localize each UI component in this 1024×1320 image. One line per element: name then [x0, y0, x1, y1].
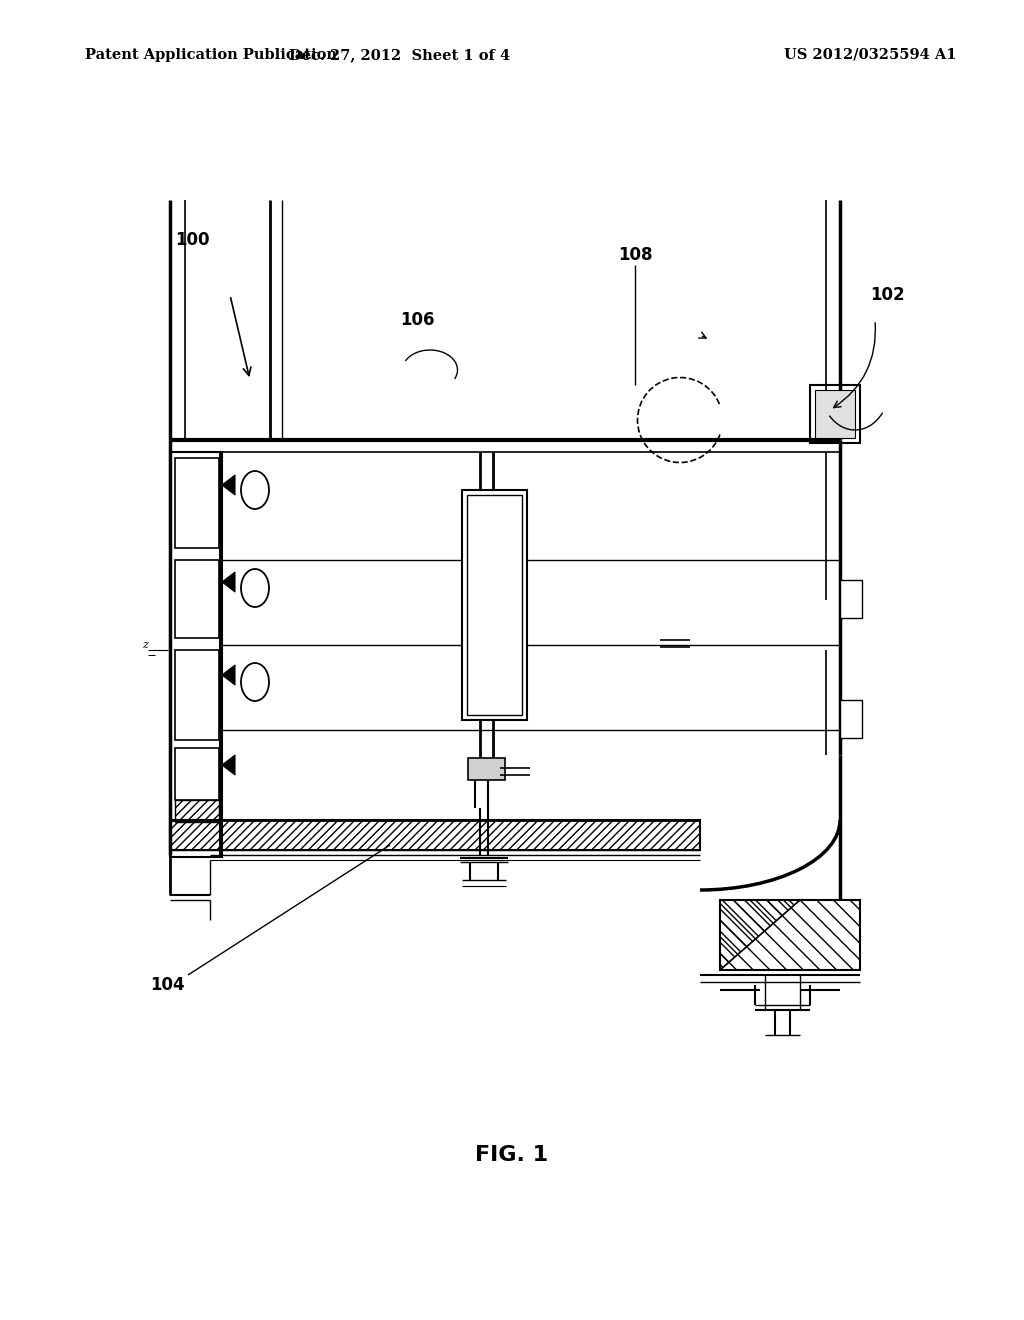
Bar: [815, 389, 855, 438]
Bar: [468, 758, 505, 780]
Bar: [840, 579, 862, 618]
Text: 100: 100: [175, 231, 210, 249]
Bar: [170, 451, 222, 857]
Text: 106: 106: [400, 312, 434, 329]
Bar: [840, 700, 862, 738]
Text: Patent Application Publication: Patent Application Publication: [85, 48, 337, 62]
Text: 104: 104: [150, 975, 184, 994]
Bar: [175, 649, 219, 741]
Text: US 2012/0325594 A1: US 2012/0325594 A1: [783, 48, 956, 62]
Text: z: z: [142, 640, 147, 649]
Bar: [467, 495, 522, 715]
Bar: [462, 490, 527, 719]
Text: 102: 102: [870, 286, 904, 304]
Bar: [170, 820, 700, 850]
Text: 108: 108: [617, 246, 652, 264]
Polygon shape: [222, 755, 234, 775]
Bar: [175, 458, 219, 548]
Bar: [175, 748, 219, 800]
Text: FIG. 1: FIG. 1: [475, 1144, 549, 1166]
Bar: [175, 800, 219, 822]
Polygon shape: [222, 665, 234, 685]
Polygon shape: [222, 572, 234, 591]
Bar: [810, 385, 860, 444]
Bar: [175, 560, 219, 638]
Polygon shape: [222, 475, 234, 495]
Text: Dec. 27, 2012  Sheet 1 of 4: Dec. 27, 2012 Sheet 1 of 4: [290, 48, 511, 62]
Bar: [720, 900, 860, 970]
